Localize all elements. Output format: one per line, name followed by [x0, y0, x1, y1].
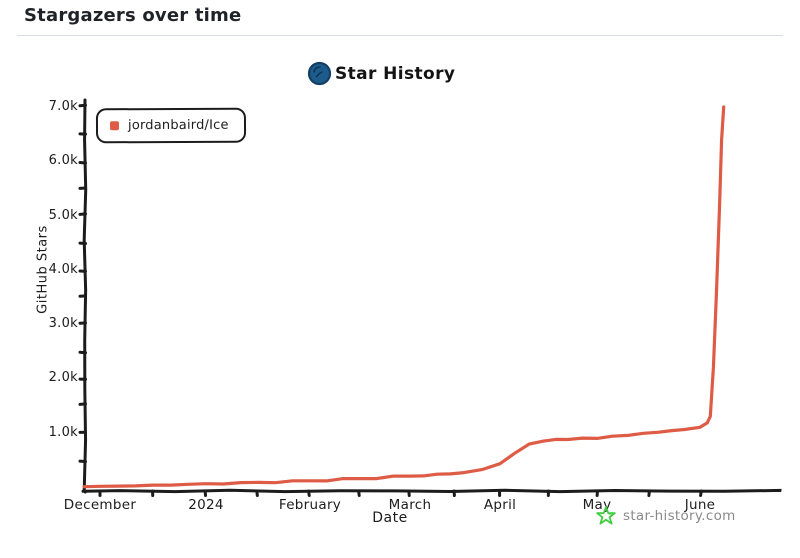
x-tick-label: February: [278, 497, 342, 513]
x-tick-label: May: [582, 497, 612, 513]
x-axis-label: Date: [372, 510, 408, 526]
page-title: Stargazers over time: [24, 5, 242, 26]
y-tick-label: 4.0k: [48, 261, 78, 277]
x-axis-tick: [699, 489, 703, 497]
y-axis-tick: [78, 402, 87, 406]
y-tick-label: 2.0k: [48, 370, 78, 386]
y-axis-line: [82, 98, 88, 494]
watermark-link[interactable]: star-history.com: [596, 506, 736, 526]
green-star-icon: [596, 506, 616, 525]
y-tick-label: 7.0k: [48, 99, 78, 114]
chart-title: Star History: [335, 63, 456, 84]
star-history-logo-icon: [307, 61, 332, 86]
chart-brand: Star History: [307, 61, 455, 86]
header-divider: [17, 35, 783, 36]
y-tick-label: 3.0k: [48, 316, 78, 332]
x-tick-label: April: [483, 497, 517, 513]
y-tick-label: 5.0k: [48, 207, 78, 223]
y-axis-tick: [78, 103, 87, 108]
y-axis-label: GitHub Stars: [35, 225, 51, 314]
x-tick-label: December: [63, 497, 137, 513]
x-axis-line: [81, 488, 782, 494]
x-tick-label: 2024: [188, 497, 224, 513]
x-tick-label: March: [388, 497, 432, 513]
x-axis-tick: [357, 489, 361, 497]
series-line-jordanbaird-ice[interactable]: [82, 105, 726, 489]
x-tick-label: June: [684, 497, 716, 513]
y-axis-tick: [78, 459, 87, 464]
watermark-text: star-history.com: [623, 508, 736, 524]
y-tick-label: 6.0k: [48, 153, 78, 169]
y-tick-label: 1.0k: [48, 424, 78, 440]
x-axis-tick: [307, 489, 311, 497]
